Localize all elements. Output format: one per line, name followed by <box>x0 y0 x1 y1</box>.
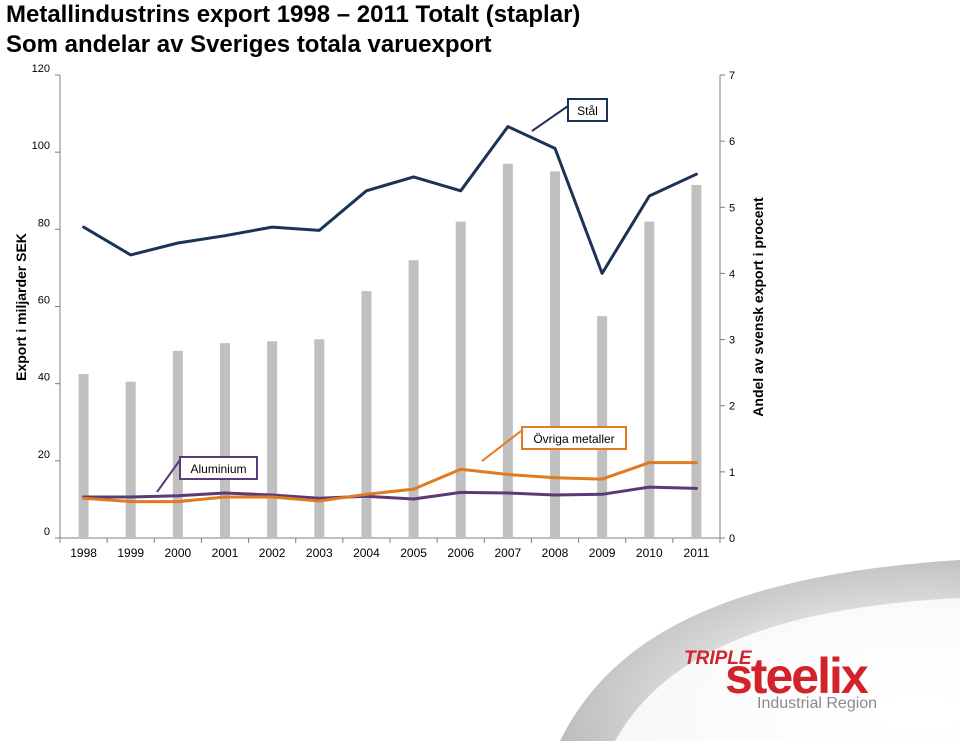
bar <box>455 221 466 538</box>
chart-subtitle: Som andelar av Sveriges totala varuexpor… <box>6 31 492 58</box>
series-line-aluminium <box>82 485 698 501</box>
bar <box>502 163 513 538</box>
plot-area: 0 20 40 60 80 100 120 0 1 2 3 4 5 6 7 1998 1999 2000 2001 2… <box>32 63 735 560</box>
chart-title: Metallindustrins export 1998 – 2011 Tota… <box>6 1 581 28</box>
y-right-tick-label: 3 <box>729 335 735 347</box>
x-tick-label: 1999 <box>117 546 144 560</box>
y-right-tick-label: 7 <box>729 70 735 82</box>
y-left-tick-label: 100 <box>32 140 50 152</box>
series-line-ovriga-metaller <box>82 461 698 504</box>
x-tick-label: 1998 <box>70 546 97 560</box>
logo-word-steelix: steelix <box>725 648 869 704</box>
x-tick-label: 2002 <box>259 546 286 560</box>
y-right-tick-label: 2 <box>729 401 735 413</box>
callout-aluminium-label: Aluminium <box>190 462 246 476</box>
bar <box>314 339 325 538</box>
y-left-tick-label: 60 <box>38 295 50 307</box>
callout-aluminium: Aluminium <box>156 456 258 493</box>
x-tick-label: 2008 <box>542 546 569 560</box>
callout-stal: Stål <box>531 98 608 132</box>
x-tick-label: 2000 <box>165 546 192 560</box>
y-axis-right-label: Andel av svensk export i procent <box>750 197 766 417</box>
callout-stal-label: Stål <box>577 104 598 118</box>
y-axis-left-label: Export i miljarder SEK <box>13 233 29 381</box>
x-tick-label: 2011 <box>684 546 710 560</box>
triple-steelix-logo: TRIPLE steelix Industrial Region <box>684 648 877 712</box>
x-tick-label: 2007 <box>495 546 522 560</box>
callout-ovriga-label: Övriga metaller <box>533 432 614 446</box>
y-left-tick-label: 40 <box>38 372 50 384</box>
bar <box>644 221 655 538</box>
bar <box>125 381 136 538</box>
y-left-tick-label: 20 <box>38 449 50 461</box>
y-right-tick-label: 6 <box>729 136 735 148</box>
logo-tagline: Industrial Region <box>757 695 877 712</box>
bar <box>550 171 560 539</box>
bar <box>267 341 278 538</box>
x-tick-label: 2003 <box>306 546 333 560</box>
bar <box>691 184 702 538</box>
x-tick-label: 2010 <box>636 546 663 560</box>
bar <box>78 374 89 538</box>
x-tick-label: 2006 <box>447 546 474 560</box>
y-right-tick-label: 4 <box>729 268 735 280</box>
series-line-stal <box>82 125 698 275</box>
bar <box>172 350 183 538</box>
y-left-tick-label: 0 <box>44 526 50 538</box>
y-right-tick-label: 5 <box>729 202 735 214</box>
x-tick-label: 2001 <box>212 546 239 560</box>
callout-ovriga: Övriga metaller <box>481 426 627 462</box>
logo-word-triple: TRIPLE <box>684 648 753 669</box>
x-tick-label: 2009 <box>589 546 616 560</box>
bar <box>408 260 419 538</box>
y-right-tick-label: 0 <box>729 533 735 545</box>
bar <box>361 291 372 538</box>
y-left-tick-label: 120 <box>32 63 50 75</box>
x-tick-label: 2004 <box>353 546 380 560</box>
background-swoosh-inner <box>615 598 960 741</box>
y-left-tick-label: 80 <box>38 217 50 229</box>
bar <box>220 343 230 538</box>
x-tick-label: 2005 <box>400 546 427 560</box>
y-right-tick-label: 1 <box>729 467 735 479</box>
